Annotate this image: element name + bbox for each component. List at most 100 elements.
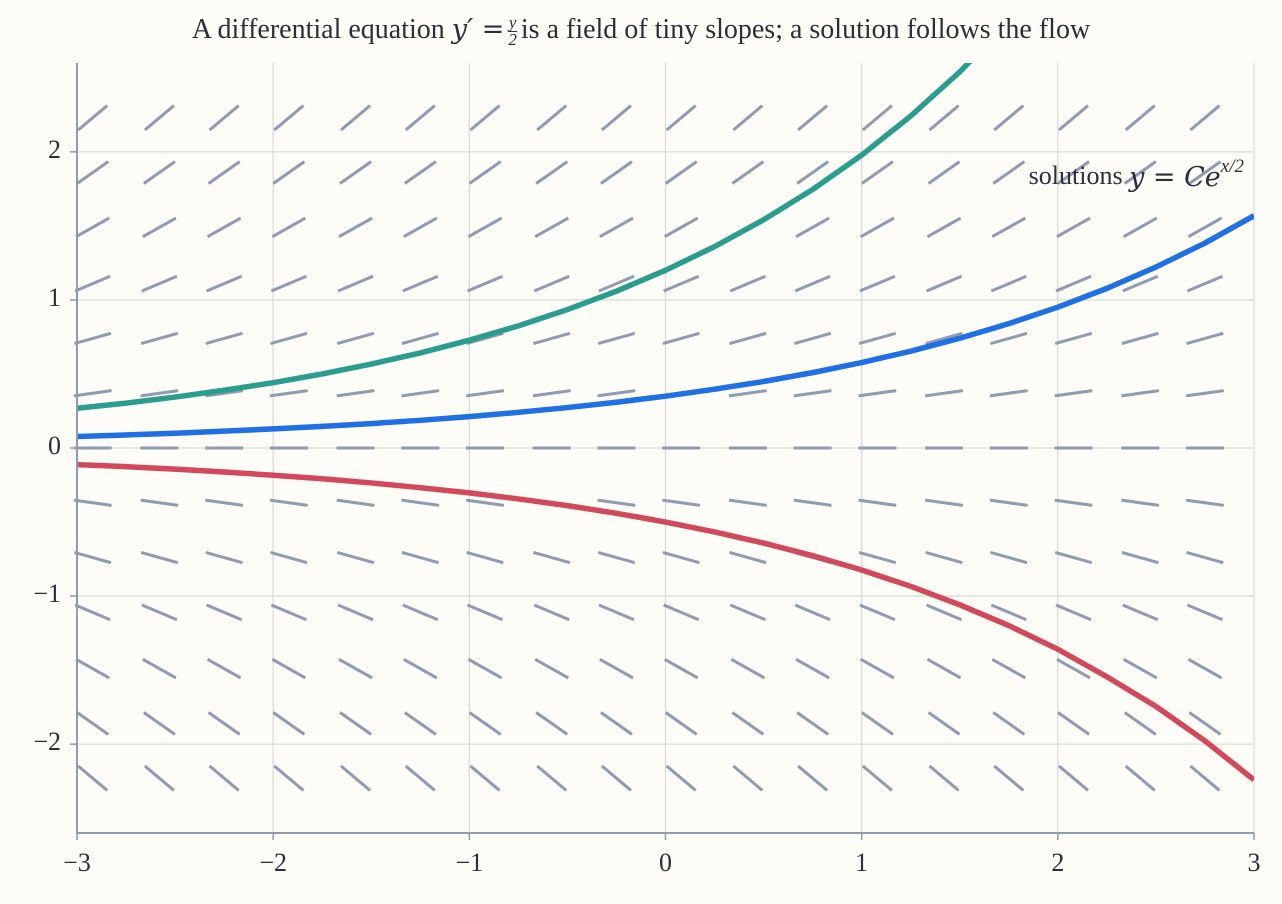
slope-segment <box>1058 104 1090 132</box>
slope-segment <box>73 389 112 398</box>
slope-segment <box>143 104 175 132</box>
slope-segment <box>925 274 963 293</box>
slope-segment <box>662 331 700 345</box>
slope-segment <box>76 160 110 185</box>
slope-segment <box>928 104 960 132</box>
slope-segment <box>1186 274 1224 293</box>
slope-segment <box>205 389 244 398</box>
slope-segment <box>662 498 701 507</box>
slope-segment <box>337 603 374 622</box>
slope-segment <box>401 498 440 507</box>
slope-segment <box>205 498 244 507</box>
slope-segment <box>1186 551 1224 565</box>
y-tick-label: −2 <box>33 727 61 756</box>
slope-segment <box>663 216 699 238</box>
slope-segment <box>729 551 767 565</box>
slope-segment <box>1186 603 1224 622</box>
slope-segment <box>466 389 505 398</box>
slope-segment <box>76 711 110 736</box>
slope-segment <box>336 498 375 507</box>
slope-segment <box>597 551 636 565</box>
y-tick-label: −1 <box>33 579 61 608</box>
slope-segment <box>599 658 634 680</box>
slope-segment <box>663 658 699 680</box>
slope-segment <box>1123 160 1157 185</box>
slope-segment <box>795 216 830 238</box>
slope-segment <box>1056 216 1091 238</box>
slope-segment <box>467 216 503 238</box>
slope-segment <box>1186 331 1224 345</box>
slope-segment <box>534 658 570 680</box>
slope-segment <box>990 274 1027 293</box>
slope-segment <box>927 711 961 736</box>
slope-segment <box>535 160 569 185</box>
slope-segment <box>858 331 897 345</box>
annotation-sup: x/2 <box>1220 156 1245 177</box>
slope-segment <box>468 711 502 736</box>
slope-segment <box>402 216 438 238</box>
y-tick-label: 0 <box>48 431 61 460</box>
slope-segment <box>469 104 501 132</box>
slope-segment <box>861 764 893 792</box>
slope-segment <box>993 104 1025 132</box>
slope-segment <box>729 603 766 622</box>
slope-segment <box>532 389 571 398</box>
x-tick-label: 2 <box>1051 848 1064 877</box>
y-tick-label: 2 <box>48 135 61 164</box>
slope-segment <box>1124 764 1156 792</box>
slope-segment <box>403 160 437 185</box>
slope-segment <box>1054 389 1093 398</box>
slope-segment <box>533 274 570 293</box>
slope-segment <box>339 711 372 736</box>
slope-segment <box>336 389 375 398</box>
slope-segment <box>207 711 241 736</box>
slope-segment <box>663 603 700 622</box>
slope-segment <box>1056 658 1091 680</box>
slope-segment <box>339 160 372 185</box>
slope-segment <box>401 551 439 565</box>
slope-segment <box>535 711 569 736</box>
slope-segment <box>206 216 242 238</box>
slope-segment <box>1057 160 1090 185</box>
slope-segment <box>142 658 177 680</box>
slope-segment <box>75 216 110 238</box>
slope-segment <box>207 160 241 185</box>
x-tick-label: −2 <box>259 848 287 877</box>
slope-segment <box>337 274 374 293</box>
x-tick-label: 3 <box>1248 848 1261 877</box>
slope-segment <box>402 603 439 622</box>
slope-segment <box>1122 274 1159 293</box>
slope-segment <box>732 764 764 792</box>
slope-segment <box>340 104 372 132</box>
slope-segment <box>338 658 373 680</box>
slope-segment <box>861 104 893 132</box>
slope-segment <box>925 551 963 565</box>
slope-segment <box>992 160 1026 185</box>
solution-curve <box>77 213 1254 440</box>
slope-segment <box>859 274 896 293</box>
slope-segment <box>466 498 505 507</box>
slope-segment <box>340 764 372 792</box>
slope-segment <box>536 764 568 792</box>
slope-segment <box>208 104 240 132</box>
slope-segment <box>991 658 1027 680</box>
slope-segment <box>665 764 697 792</box>
slope-segment <box>860 711 894 736</box>
slope-segment <box>1122 603 1159 622</box>
slope-segment <box>796 160 830 185</box>
slope-segment <box>1054 498 1093 507</box>
slope-segment <box>1121 551 1159 565</box>
slope-segment <box>73 331 112 345</box>
axes: −3 −2 −1 0 1 2 3 −2 −1 0 1 2 <box>33 63 1261 877</box>
chart-title: A differential equation y′ = y 2 is a field… <box>0 14 1282 48</box>
slope-segment <box>991 216 1027 238</box>
slope-segment <box>664 711 698 736</box>
slope-segment <box>77 764 109 792</box>
slope-segment <box>74 603 111 622</box>
slope-segment <box>665 104 697 132</box>
slope-segment <box>271 658 307 680</box>
slope-segment <box>731 160 765 185</box>
slope-segment <box>794 274 831 293</box>
slope-segment <box>401 331 439 345</box>
